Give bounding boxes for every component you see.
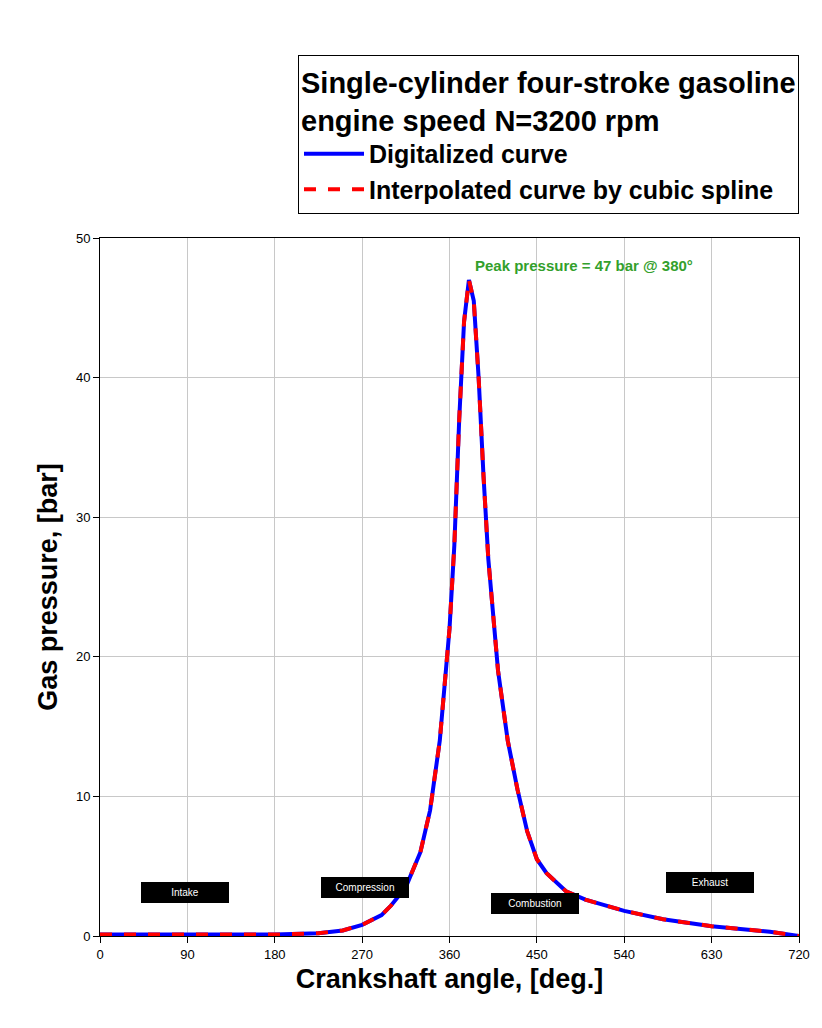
svg-text:360: 360 [439,947,461,962]
svg-text:450: 450 [526,947,548,962]
svg-text:Interpolated curve by cubic sp: Interpolated curve by cubic spline [369,176,773,204]
svg-text:630: 630 [701,947,723,962]
svg-text:0: 0 [83,929,90,944]
svg-text:Combustion: Combustion [508,898,561,909]
svg-text:Intake: Intake [171,887,199,898]
svg-text:270: 270 [351,947,373,962]
svg-text:Compression: Compression [336,882,395,893]
svg-text:30: 30 [76,510,90,525]
svg-text:Peak pressure = 47 bar @ 380°: Peak pressure = 47 bar @ 380° [475,257,693,274]
svg-text:Single-cylinder four-stroke ga: Single-cylinder four-stroke gasolineengi… [301,67,796,137]
svg-text:Crankshaft angle, [deg.]: Crankshaft angle, [deg.] [296,964,604,994]
svg-text:50: 50 [76,231,90,246]
svg-text:540: 540 [613,947,635,962]
svg-text:720: 720 [788,947,810,962]
svg-text:Exhaust: Exhaust [692,877,728,888]
svg-text:40: 40 [76,370,90,385]
svg-text:180: 180 [264,947,286,962]
svg-text:Digitalized curve: Digitalized curve [369,140,568,168]
svg-text:0: 0 [96,947,103,962]
svg-text:20: 20 [76,649,90,664]
svg-text:10: 10 [76,789,90,804]
svg-text:Gas pressure, [bar]: Gas pressure, [bar] [33,463,63,711]
svg-text:90: 90 [180,947,194,962]
